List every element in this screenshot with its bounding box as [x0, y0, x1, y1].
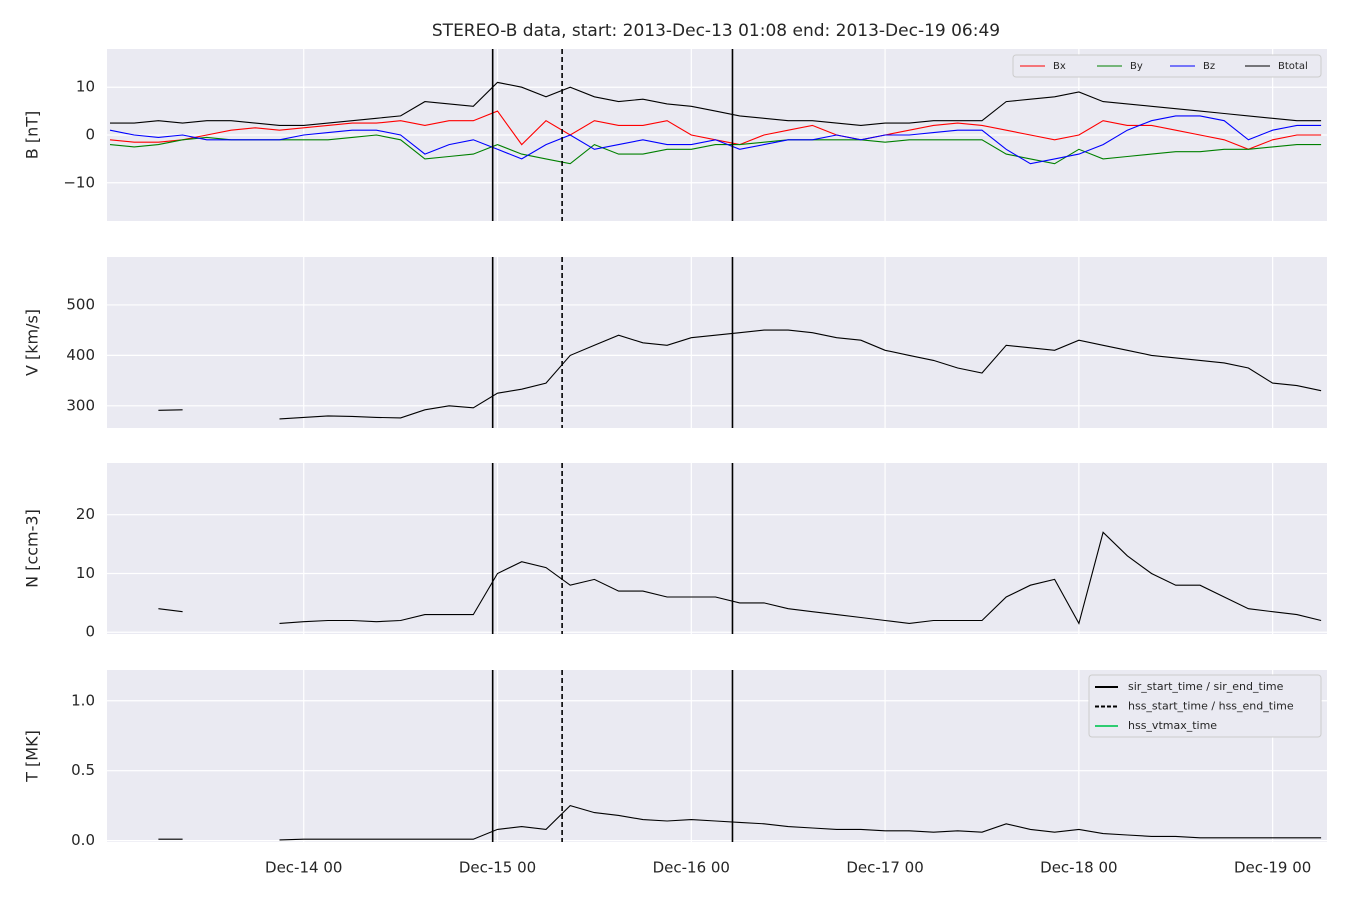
data-line: [109, 115, 1322, 165]
y-tick-label: −10: [63, 173, 95, 191]
x-tick-label: Dec-15 00: [459, 859, 536, 877]
y-tick-label: 10: [76, 564, 95, 582]
y-tick-label: 1.0: [71, 691, 95, 709]
y-axis-label: N [ccm-3]: [23, 509, 42, 588]
legend-label: hss_start_time / hss_end_time: [1128, 700, 1294, 713]
legend-box: [1012, 54, 1322, 78]
y-tick-label: 0: [85, 623, 95, 641]
y-axis-label: V [km/s]: [23, 309, 42, 376]
x-tick-label: Dec-17 00: [846, 859, 923, 877]
y-axis-label: B [nT]: [23, 111, 42, 159]
plot-background: [107, 463, 1327, 634]
y-tick-label: 0.0: [71, 831, 95, 849]
x-tick-label: Dec-18 00: [1040, 859, 1117, 877]
y-tick-label: 0.5: [71, 761, 95, 779]
legend-label: sir_start_time / sir_end_time: [1128, 680, 1284, 693]
y-tick-label: 20: [76, 505, 95, 523]
y-tick-label: 400: [66, 346, 95, 364]
legend-label: Bz: [1203, 61, 1215, 72]
y-axis-label: T [MK]: [23, 730, 42, 783]
legend-label: hss_vtmax_time: [1128, 719, 1217, 732]
x-tick-label: Dec-19 00: [1234, 859, 1311, 877]
legend-label: By: [1130, 61, 1143, 72]
x-tick-label: Dec-16 00: [653, 859, 730, 877]
chart-title: STEREO-B data, start: 2013-Dec-13 01:08 …: [432, 21, 1000, 41]
data-line: [110, 81, 1322, 126]
data-line: [158, 329, 1322, 420]
y-tick-label: 10: [76, 78, 95, 96]
y-tick-label: 300: [66, 396, 95, 414]
y-tick-label: 500: [66, 295, 95, 313]
x-tick-label: Dec-14 00: [265, 859, 342, 877]
data-line: [158, 804, 1322, 841]
data-line: [109, 134, 1322, 165]
y-tick-label: 0: [85, 126, 95, 144]
legend-label: Btotal: [1278, 61, 1308, 72]
legend-label: Bx: [1053, 61, 1066, 72]
plot-background: [107, 257, 1327, 428]
data-line: [158, 531, 1322, 625]
legend-box: [1088, 674, 1322, 738]
